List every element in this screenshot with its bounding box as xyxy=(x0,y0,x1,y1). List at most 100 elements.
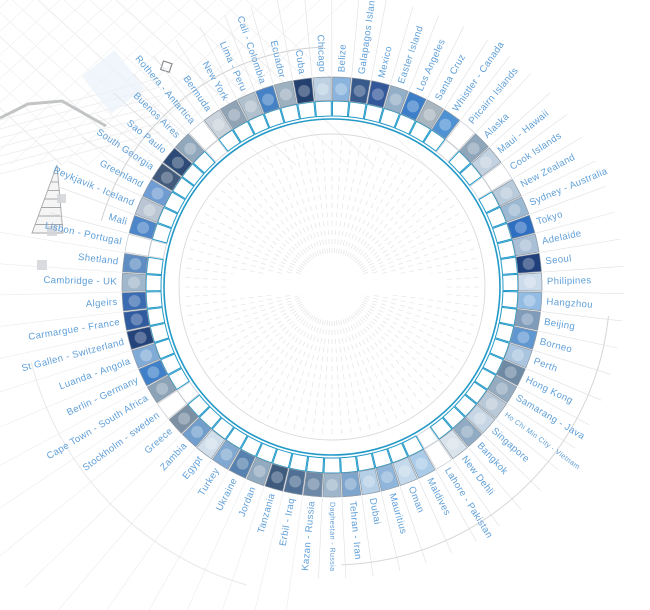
inner-box-galapagos-islands xyxy=(347,101,367,120)
sky-cell-oman xyxy=(392,456,418,486)
location-label-galapagos-islands: Galapagos Islands xyxy=(357,0,380,75)
location-label-mexico: Mexico xyxy=(377,45,395,79)
inner-box-mauritius xyxy=(371,448,393,469)
architectural-sketch-background xyxy=(0,0,427,270)
inner-box-st-gallen-switzerland xyxy=(149,322,170,343)
sky-cell-lahore-pakistan xyxy=(424,439,453,470)
inner-box-bangkok xyxy=(442,406,466,430)
sky-cell-daghestan-russia xyxy=(322,472,342,498)
inner-box-dubai xyxy=(356,452,376,472)
location-label-alaska: Alaska xyxy=(482,111,512,141)
sky-cell-jordan xyxy=(246,456,272,487)
inner-box-new-dehli xyxy=(429,416,453,440)
sky-cell-kazan-russia xyxy=(302,471,324,498)
sky-photo-cells xyxy=(121,76,543,498)
inner-box-carmargue-france xyxy=(146,307,166,327)
inner-box-kazan-russia xyxy=(306,455,325,474)
sky-cell-cuba xyxy=(292,77,315,105)
inner-box-cape-town-south-africa xyxy=(167,367,190,391)
inner-box-greece xyxy=(187,394,211,418)
sky-cell-singapore xyxy=(465,404,496,434)
sky-cell-cali-colombia xyxy=(255,85,280,114)
inner-box-hong-kong xyxy=(482,353,504,375)
inner-box-oman xyxy=(387,442,409,464)
inner-box-reykjavik-iceland xyxy=(156,206,179,229)
location-label-beijing: Beijing xyxy=(543,317,576,333)
location-label-philipines: Philipines xyxy=(547,275,592,287)
sketch-square xyxy=(57,194,66,203)
sky-cell-bermuda xyxy=(203,109,233,140)
location-label-ukraine: Ukraine xyxy=(214,476,240,513)
inner-box-adelaide xyxy=(496,239,516,260)
inner-box-rothera-antartica xyxy=(205,139,228,163)
sky-cell-adelaide xyxy=(512,233,540,257)
inner-box-borneo xyxy=(494,322,515,343)
location-label-hangzhou: Hangzhou xyxy=(546,297,593,311)
sky-cell-pitcairn-islands xyxy=(445,120,476,151)
sky-cell-belize xyxy=(332,76,352,102)
inner-box-belize xyxy=(331,100,350,118)
sky-cell-samarang-java xyxy=(487,375,518,403)
inner-box-ho-chi-min-city-vietnam xyxy=(464,381,488,405)
sky-cell-sydney-australia xyxy=(500,196,530,223)
inner-box-hangzhou xyxy=(501,290,519,309)
location-label-adelaide: Adelaide xyxy=(541,228,583,247)
inner-box-sao-paulo xyxy=(181,163,205,187)
inner-box-ecuador xyxy=(280,103,301,124)
sky-cell-beijing xyxy=(514,308,541,331)
sky-cell-zambia xyxy=(181,417,212,448)
inner-box-ukraine xyxy=(240,435,263,458)
sky-cell-ecuador xyxy=(273,80,297,109)
sky-cell-easter-island xyxy=(383,84,409,114)
sky-cell-dubai xyxy=(358,468,381,496)
location-label-kazan-russia: Kazan - Russia xyxy=(300,500,317,571)
inner-box-buenos-aires xyxy=(192,150,216,174)
sketch-square xyxy=(37,260,47,270)
inner-box-south-georgia xyxy=(171,176,195,200)
location-label-erbil-iraq: Erbil - Iraq xyxy=(278,497,298,547)
sky-cell-greece xyxy=(168,404,199,434)
sky-cell-mexico xyxy=(366,80,390,109)
inner-box-cali-colombia xyxy=(263,107,285,129)
inner-box-sydney-australia xyxy=(485,206,508,229)
sky-cell-chicago xyxy=(312,76,332,102)
sky-cell-carmargue-france xyxy=(123,309,150,331)
inner-box-shetland xyxy=(145,256,164,276)
inner-box-whistler-canada xyxy=(422,129,446,152)
sky-cell-rothera-antartica xyxy=(188,120,219,151)
sky-cell-ukraine xyxy=(228,449,256,479)
sky-cell-reykjavik-iceland xyxy=(134,196,164,223)
center-white-band xyxy=(230,274,445,295)
inner-box-philipines xyxy=(502,273,519,292)
location-label-algeirs: Algeirs xyxy=(85,297,117,310)
inner-box-cuba xyxy=(297,101,316,120)
inner-box-mali xyxy=(151,222,172,244)
location-label-carmargue-france: Carmargue - France xyxy=(28,317,121,343)
inner-box-greenland xyxy=(163,191,186,214)
sky-cell-lisbon-portugal xyxy=(124,233,152,257)
inner-box-cook-islands xyxy=(469,176,492,200)
sky-cell-south-georgia xyxy=(151,162,182,192)
inner-box-tehran-iran xyxy=(340,455,359,474)
sky-cell-tokyo xyxy=(506,214,536,240)
sky-cell-luanda-angola xyxy=(131,343,161,369)
sky-cell-shetland xyxy=(122,253,149,274)
inner-box-perth xyxy=(489,338,510,360)
inner-box-samarang-java xyxy=(474,367,497,390)
inner-box-lisbon-portugal xyxy=(148,239,167,260)
sky-cell-tanzania xyxy=(264,463,289,492)
sky-cell-stockholm-sweden xyxy=(157,390,188,420)
outer-faint-arcs xyxy=(30,46,609,586)
inner-box-los-angeles xyxy=(394,113,417,135)
sky-cell-hangzhou xyxy=(516,291,543,312)
sky-cell-los-angeles xyxy=(400,91,427,121)
sky-cell-new-dehli xyxy=(438,429,468,460)
inner-box-maldives xyxy=(401,435,425,458)
sky-cell-philipines xyxy=(517,272,543,292)
location-label-shetland: Shetland xyxy=(77,252,119,268)
location-label-chicago: Chicago xyxy=(314,34,327,72)
sky-cell-seoul xyxy=(515,252,542,274)
sky-cell-cape-town-south-africa xyxy=(146,375,177,404)
inner-box-stockholm-sweden xyxy=(176,381,200,405)
